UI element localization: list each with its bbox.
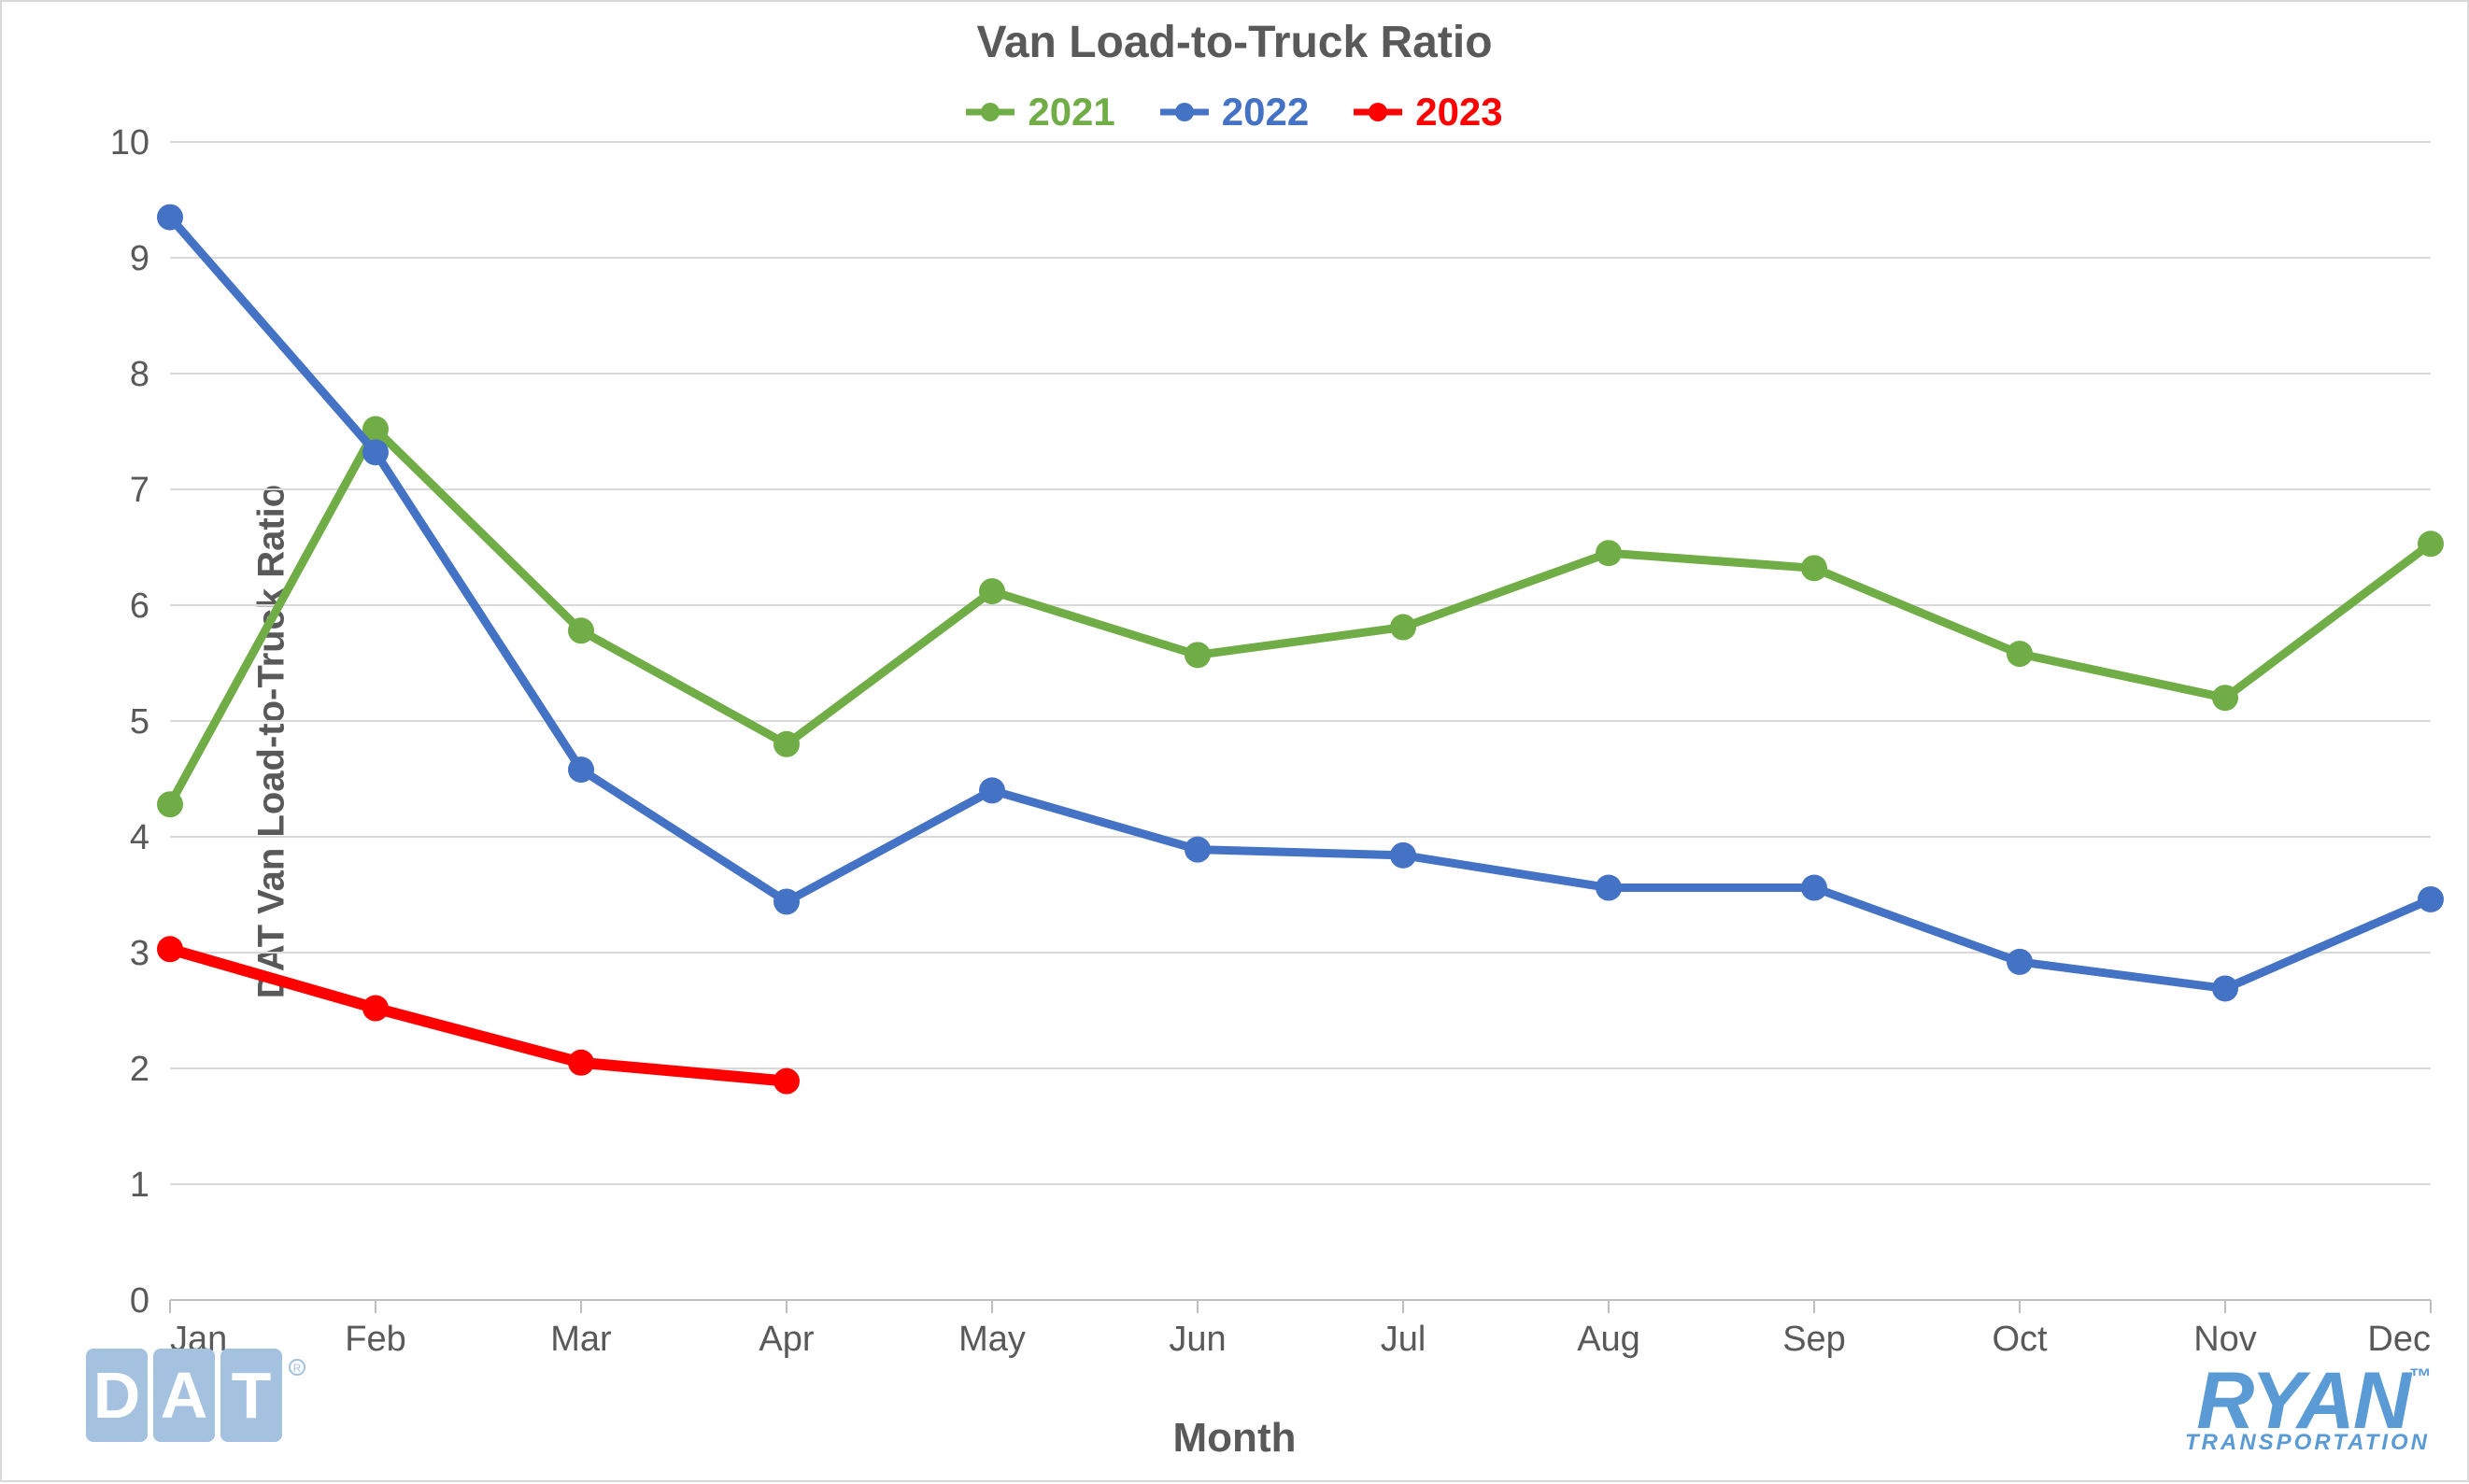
dat-letter-t: T	[232, 1359, 272, 1432]
marker-2022-Feb	[362, 439, 389, 465]
xtick-label-Mar: Mar	[550, 1320, 612, 1359]
ryan-logo: RYAN™ TRANSPORTATION	[2185, 1368, 2430, 1452]
xtick-label-Oct: Oct	[1992, 1320, 2048, 1359]
plot-area: 012345678910JanFebMarAprMayJunJulAugSepO…	[2, 2, 2469, 1484]
ytick-label-5: 5	[130, 702, 149, 742]
chart-frame: Van Load-to-Truck Ratio 202120222023 DAT…	[0, 0, 2469, 1482]
xtick-label-Apr: Apr	[759, 1320, 814, 1359]
marker-2023-Jan	[157, 936, 183, 962]
xtick-label-Dec: Dec	[2367, 1320, 2431, 1359]
marker-2023-Feb	[362, 996, 389, 1022]
marker-2022-Sep	[1801, 875, 1827, 901]
xtick-label-Jul: Jul	[1381, 1320, 1426, 1359]
marker-2022-May	[979, 777, 1005, 803]
marker-2022-Aug	[1596, 875, 1622, 901]
ytick-label-10: 10	[110, 123, 149, 163]
ytick-label-6: 6	[130, 587, 149, 626]
series-line-2021	[170, 430, 2431, 805]
xtick-label-Sep: Sep	[1782, 1320, 1846, 1359]
marker-2021-Aug	[1596, 540, 1622, 566]
marker-2021-Apr	[773, 731, 800, 757]
marker-2022-Jan	[157, 205, 183, 231]
marker-2022-Jun	[1185, 837, 1211, 863]
marker-2021-Nov	[2212, 685, 2238, 711]
marker-2022-Mar	[568, 756, 594, 783]
ytick-label-0: 0	[130, 1281, 149, 1321]
marker-2022-Dec	[2418, 886, 2444, 912]
ytick-label-4: 4	[130, 818, 149, 857]
dat-logo: D A T R	[86, 1349, 310, 1447]
dat-letter-a: A	[161, 1359, 208, 1432]
marker-2021-Sep	[1801, 555, 1827, 581]
series-line-2023	[170, 949, 787, 1081]
marker-2021-Jun	[1185, 642, 1211, 668]
ytick-label-7: 7	[130, 471, 149, 510]
xtick-label-Nov: Nov	[2193, 1320, 2257, 1359]
dat-letter-d: D	[93, 1359, 141, 1432]
ytick-label-2: 2	[130, 1050, 149, 1089]
ytick-label-1: 1	[130, 1166, 149, 1205]
marker-2022-Nov	[2212, 975, 2238, 1001]
marker-2022-Apr	[773, 888, 800, 914]
marker-2022-Oct	[2007, 949, 2033, 975]
marker-2021-Jan	[157, 791, 183, 817]
marker-2021-Dec	[2418, 530, 2444, 557]
ytick-label-9: 9	[130, 239, 149, 278]
xtick-label-May: May	[958, 1320, 1026, 1359]
x-axis-title: Month	[2, 1415, 2467, 1462]
marker-2021-Mar	[568, 617, 594, 643]
marker-2021-May	[979, 578, 1005, 604]
marker-2023-Mar	[568, 1050, 594, 1076]
ytick-label-8: 8	[130, 355, 149, 394]
xtick-label-Jun: Jun	[1169, 1320, 1226, 1359]
ytick-label-3: 3	[130, 934, 149, 973]
marker-2021-Jul	[1390, 615, 1416, 641]
ryan-logo-sub: TRANSPORTATION	[2185, 1434, 2430, 1452]
series-line-2022	[170, 218, 2431, 989]
xtick-label-Feb: Feb	[345, 1320, 405, 1359]
marker-2023-Apr	[773, 1068, 800, 1095]
svg-text:R: R	[293, 1362, 302, 1375]
marker-2021-Oct	[2007, 641, 2033, 667]
marker-2022-Jul	[1390, 842, 1416, 869]
xtick-label-Aug: Aug	[1577, 1320, 1640, 1359]
